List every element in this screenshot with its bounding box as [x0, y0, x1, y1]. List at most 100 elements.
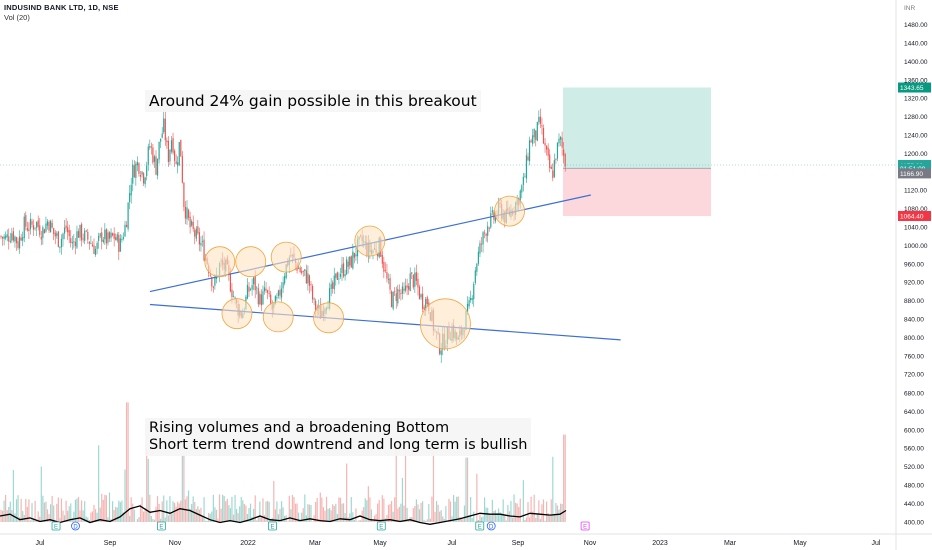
candle-body [532, 135, 534, 144]
candle-body [198, 232, 200, 245]
volume-bar [532, 511, 534, 522]
volume-bar [12, 470, 14, 522]
candle-body [484, 232, 486, 234]
candle-body [180, 139, 182, 157]
long-position-zones[interactable] [563, 87, 711, 216]
volume-bar [482, 516, 484, 522]
candle-body [417, 278, 419, 288]
volume-bar [527, 502, 529, 522]
candle-body [249, 288, 252, 290]
candle-body [124, 224, 126, 237]
price-tick-label: 1080.00 [904, 206, 928, 213]
volume-bar [313, 515, 315, 522]
volume-bar [138, 517, 140, 522]
volume-annotation-line2: Short term trend downtrend and long term… [149, 437, 528, 453]
volume-bar [296, 503, 298, 522]
candle-body [160, 138, 162, 142]
volume-bar [490, 515, 492, 522]
volume-bar [70, 503, 72, 522]
candle-body [6, 234, 8, 238]
volume-annotation[interactable]: Rising volumes and a broadening Bottom S… [145, 418, 532, 456]
event-marker-letter: D [73, 525, 78, 531]
symbol-legend[interactable]: INDUSIND BANK LTD, 1D, NSE [4, 3, 119, 12]
volume-bar [79, 510, 81, 522]
candle-body [175, 161, 177, 164]
volume-bar [163, 495, 165, 522]
volume-bar [178, 503, 180, 522]
volume-bar [533, 494, 535, 522]
volume-bar [76, 498, 78, 522]
candle-body [9, 240, 11, 242]
volume-bar [195, 509, 197, 522]
volume-bar [228, 505, 230, 522]
volume-bar [294, 503, 297, 522]
candle-body [191, 221, 193, 226]
volume-bar [141, 497, 143, 522]
volume-bar [322, 507, 324, 522]
candle-body [158, 141, 160, 160]
volume-bar [324, 510, 326, 522]
volume-bar [39, 516, 41, 522]
gain-annotation[interactable]: Around 24% gain possible in this breakou… [145, 90, 481, 112]
volume-bar [263, 515, 266, 522]
currency-label: INR [904, 5, 916, 12]
volume-bar [56, 503, 58, 522]
volume-moving-average-line [0, 505, 567, 525]
candle-body [143, 173, 145, 184]
volume-bar [515, 502, 517, 522]
volume-bar [507, 504, 509, 522]
candle-body [383, 261, 385, 272]
candle-body [15, 237, 18, 244]
time-tick-label: Sep [512, 540, 525, 547]
touch-point-circles[interactable] [204, 195, 525, 350]
volume-bar [367, 486, 369, 522]
volume-bar [239, 506, 241, 522]
touch-point-circle [494, 195, 525, 227]
price-axis[interactable]: 1480.00 1440.00 1400.00 1360.00 1320.00 1280.… [904, 22, 928, 526]
candle-body [229, 274, 231, 292]
candle-body [536, 122, 538, 141]
volume-bar [155, 506, 157, 522]
volume-bar [431, 496, 433, 522]
volume-bar [304, 494, 306, 522]
volume-bar [28, 499, 30, 522]
candle-body [172, 138, 174, 153]
time-tick-label: Jul [36, 540, 45, 547]
volume-bar [45, 501, 47, 522]
volume-bar [102, 499, 104, 522]
volume-bar [513, 494, 515, 522]
volume-legend[interactable]: Vol (20) [4, 13, 30, 22]
touch-point-circle [221, 298, 253, 330]
volume-bar [307, 504, 309, 522]
candle-body [422, 293, 424, 309]
candle-body [65, 225, 67, 229]
candle-body [482, 232, 484, 245]
price-tick-label: 1040.00 [904, 225, 928, 232]
volume-bar [31, 503, 33, 522]
candle-body [73, 241, 75, 243]
candle-body [96, 242, 98, 249]
volume-bar [267, 500, 269, 522]
candle-body [558, 138, 560, 144]
candle-body [547, 147, 549, 156]
volume-bar [563, 434, 565, 522]
volume-bar [476, 473, 478, 522]
candle-body [538, 116, 540, 123]
candle-body [133, 165, 135, 178]
candle-body [186, 207, 188, 220]
price-tick-label: 1280.00 [904, 114, 928, 121]
volume-bar [401, 477, 404, 522]
candle-body [12, 231, 14, 241]
time-tick-label: 2023 [652, 540, 668, 547]
candle-body [406, 285, 408, 288]
volume-bar [290, 509, 292, 522]
volume-bar [480, 517, 483, 522]
volume-bar [372, 519, 374, 522]
time-axis[interactable]: Jul Sep Nov 2022 Mar May Jul Sep Nov 2023 Mar May Ju… [36, 540, 881, 547]
candle-body [57, 231, 59, 247]
volume-bar [253, 508, 255, 522]
volume-bar [174, 502, 176, 522]
